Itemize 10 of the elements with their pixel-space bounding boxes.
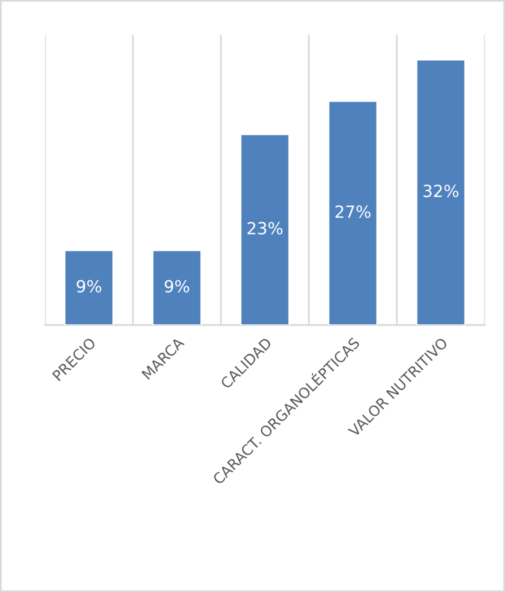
data-label: 23% [248,222,282,235]
bar [416,59,466,326]
data-label: 9% [76,280,102,293]
data-label: 27% [336,205,370,218]
data-label: 32% [424,184,458,198]
bar [152,250,202,326]
bar [240,134,290,326]
data-label: 9% [164,280,190,293]
bar [64,250,114,326]
bar [328,100,378,326]
